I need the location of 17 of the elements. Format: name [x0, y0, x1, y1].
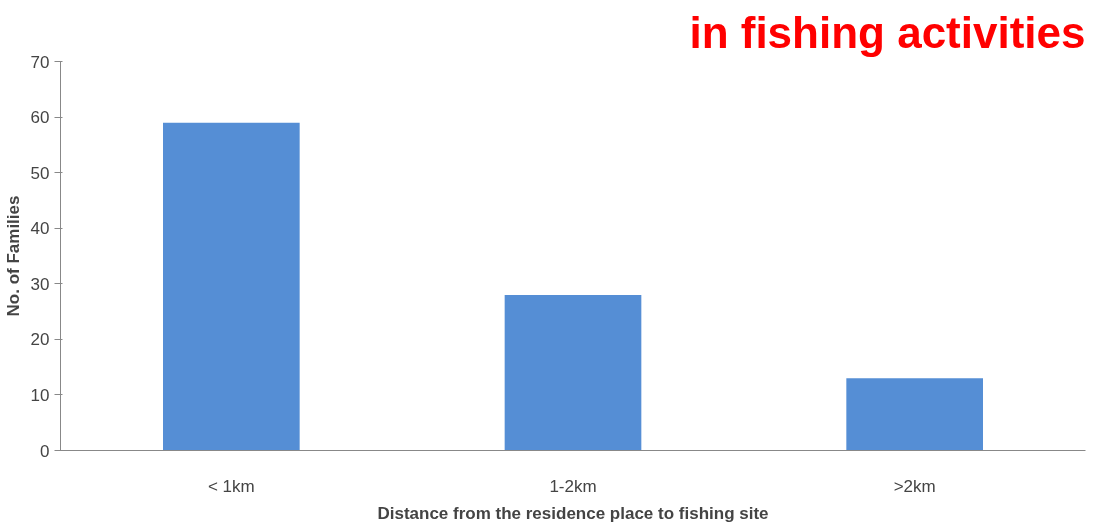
chart-title: in fishing activities — [689, 7, 1086, 57]
x-tick-label: 1-2km — [549, 476, 597, 496]
x-axis-title: Distance from the residence place to fishing site — [377, 503, 769, 523]
y-tick-label: 0 — [40, 441, 50, 461]
y-tick-label: 30 — [30, 274, 50, 294]
bar — [163, 122, 300, 451]
x-tick-label: < 1km — [207, 476, 255, 496]
y-tick-label: 20 — [30, 330, 50, 350]
y-tick-label: 50 — [30, 163, 50, 183]
y-tick-label: 60 — [30, 108, 50, 128]
bar — [846, 378, 983, 451]
y-tick-label: 10 — [30, 385, 50, 405]
bar — [504, 294, 642, 451]
y-tick-label: 40 — [30, 219, 50, 239]
y-tick-label: 70 — [30, 52, 50, 72]
y-axis-title: No. of Families — [3, 195, 23, 317]
x-tick-label: >2km — [893, 476, 936, 496]
